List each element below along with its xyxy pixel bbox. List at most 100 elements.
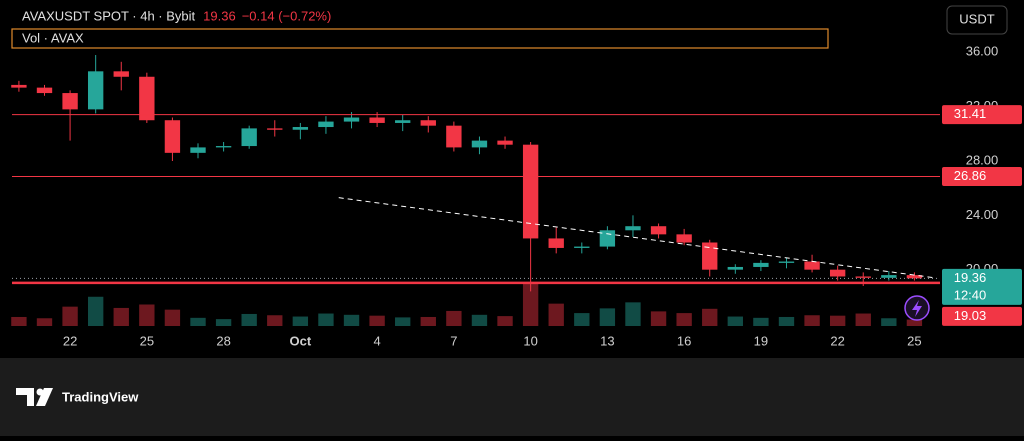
candle-body <box>62 93 78 110</box>
candle-body <box>343 117 360 122</box>
x-tick-label: 13 <box>600 333 614 348</box>
x-tick-label: 25 <box>140 333 154 348</box>
price-badge <box>942 306 1022 326</box>
candle-body <box>241 128 257 147</box>
volume-bar <box>497 316 513 326</box>
x-tick-label: 28 <box>216 333 230 348</box>
candle-body <box>369 117 385 123</box>
x-tick-label: 22 <box>830 333 844 348</box>
chart-background <box>0 0 1024 358</box>
candle-body <box>420 120 436 126</box>
header-price: 19.36 <box>203 8 236 23</box>
volume-bar <box>804 315 820 326</box>
volume-bar <box>574 313 590 326</box>
candle-body <box>574 246 590 248</box>
currency-button[interactable] <box>946 5 1008 35</box>
candle-body <box>292 127 309 130</box>
trendline <box>338 197 935 279</box>
candle-body <box>829 269 846 277</box>
volume-bar <box>548 303 564 326</box>
price-badge-label: 31.41 <box>954 106 987 121</box>
volume-bar <box>215 319 232 326</box>
x-tick-label: 10 <box>523 333 537 348</box>
axis-layer: 20.0024.0028.0032.0036.00222528Oct471013… <box>63 44 1022 348</box>
volume-bar <box>113 307 129 326</box>
volume-legend-box <box>11 28 829 49</box>
logo-part <box>36 388 53 406</box>
volume-bar <box>881 318 897 326</box>
volume-bar <box>292 316 309 326</box>
brand-name: TradingView <box>62 389 139 404</box>
candle-body <box>625 226 641 231</box>
footer-background <box>0 358 1024 436</box>
candle-body <box>395 120 411 123</box>
x-tick-label: 19 <box>754 333 768 348</box>
candle-body <box>676 234 692 243</box>
candle-body <box>190 147 206 153</box>
x-tick-label: 7 <box>450 333 457 348</box>
price-badge-label: 19.03 <box>954 308 987 323</box>
volume-bar <box>369 315 385 326</box>
header-change: −0.14 (−0.72%) <box>242 8 332 23</box>
brand-logo <box>16 388 53 406</box>
volume-bar <box>343 314 360 326</box>
volume-bar <box>395 317 411 326</box>
volume-bar <box>267 315 283 326</box>
volume-bar <box>778 316 795 326</box>
volume-bar <box>676 313 692 326</box>
volume-bar <box>11 316 27 326</box>
lightning-button[interactable] <box>904 295 930 321</box>
candle-body <box>139 76 155 121</box>
volume-bar <box>906 319 923 326</box>
candle-body <box>702 242 718 270</box>
volume-bar <box>446 310 462 326</box>
volume-bar <box>190 317 206 326</box>
volume-bar <box>420 316 436 326</box>
candle-body <box>522 144 539 239</box>
y-tick-label: 24.00 <box>966 207 999 222</box>
volume-bar <box>702 308 718 326</box>
y-tick-label: 28.00 <box>966 152 999 167</box>
price-badge-label: 26.86 <box>954 168 987 183</box>
x-tick-label: 25 <box>907 333 921 348</box>
candle-body <box>650 226 667 235</box>
candle-body <box>855 276 871 278</box>
x-tick-label: 22 <box>63 333 77 348</box>
volume-bar <box>62 306 78 326</box>
candle-body <box>753 262 769 267</box>
volume-bar <box>36 318 53 326</box>
lightning-icon[interactable] <box>912 300 922 317</box>
currency-label[interactable]: USDT <box>959 11 994 26</box>
volume-bar <box>318 313 334 326</box>
volume-bar <box>139 304 155 326</box>
candle-body <box>446 125 462 148</box>
candle-body <box>215 146 232 148</box>
candle-body <box>318 121 334 128</box>
volume-bar <box>650 311 667 326</box>
volume-bar <box>164 309 181 326</box>
y-tick-label: 36.00 <box>966 44 999 59</box>
countdown-label: 12:40 <box>954 287 987 302</box>
candle-body <box>267 128 283 130</box>
candle-body <box>11 84 27 88</box>
candle-body <box>881 275 897 278</box>
volume-bar <box>241 313 257 326</box>
candle-body <box>727 266 743 270</box>
x-tick-label: 16 <box>677 333 691 348</box>
x-tick-label: Oct <box>290 333 312 348</box>
volume-legend: Vol · AVAX <box>22 30 84 45</box>
x-tick-label: 4 <box>373 333 380 348</box>
candle-body <box>36 87 53 94</box>
plot-layer <box>11 55 940 326</box>
price-badge <box>942 166 1022 186</box>
price-badge <box>942 105 1022 125</box>
price-badge <box>942 268 1022 305</box>
price-badge-label: 19.36 <box>954 270 987 285</box>
chart-title: AVAXUSDT SPOT · 4h · Bybit <box>22 8 196 23</box>
logo-part <box>16 388 34 406</box>
volume-bar <box>727 316 743 326</box>
volume-bar <box>599 308 616 326</box>
volume-bar <box>855 313 871 326</box>
